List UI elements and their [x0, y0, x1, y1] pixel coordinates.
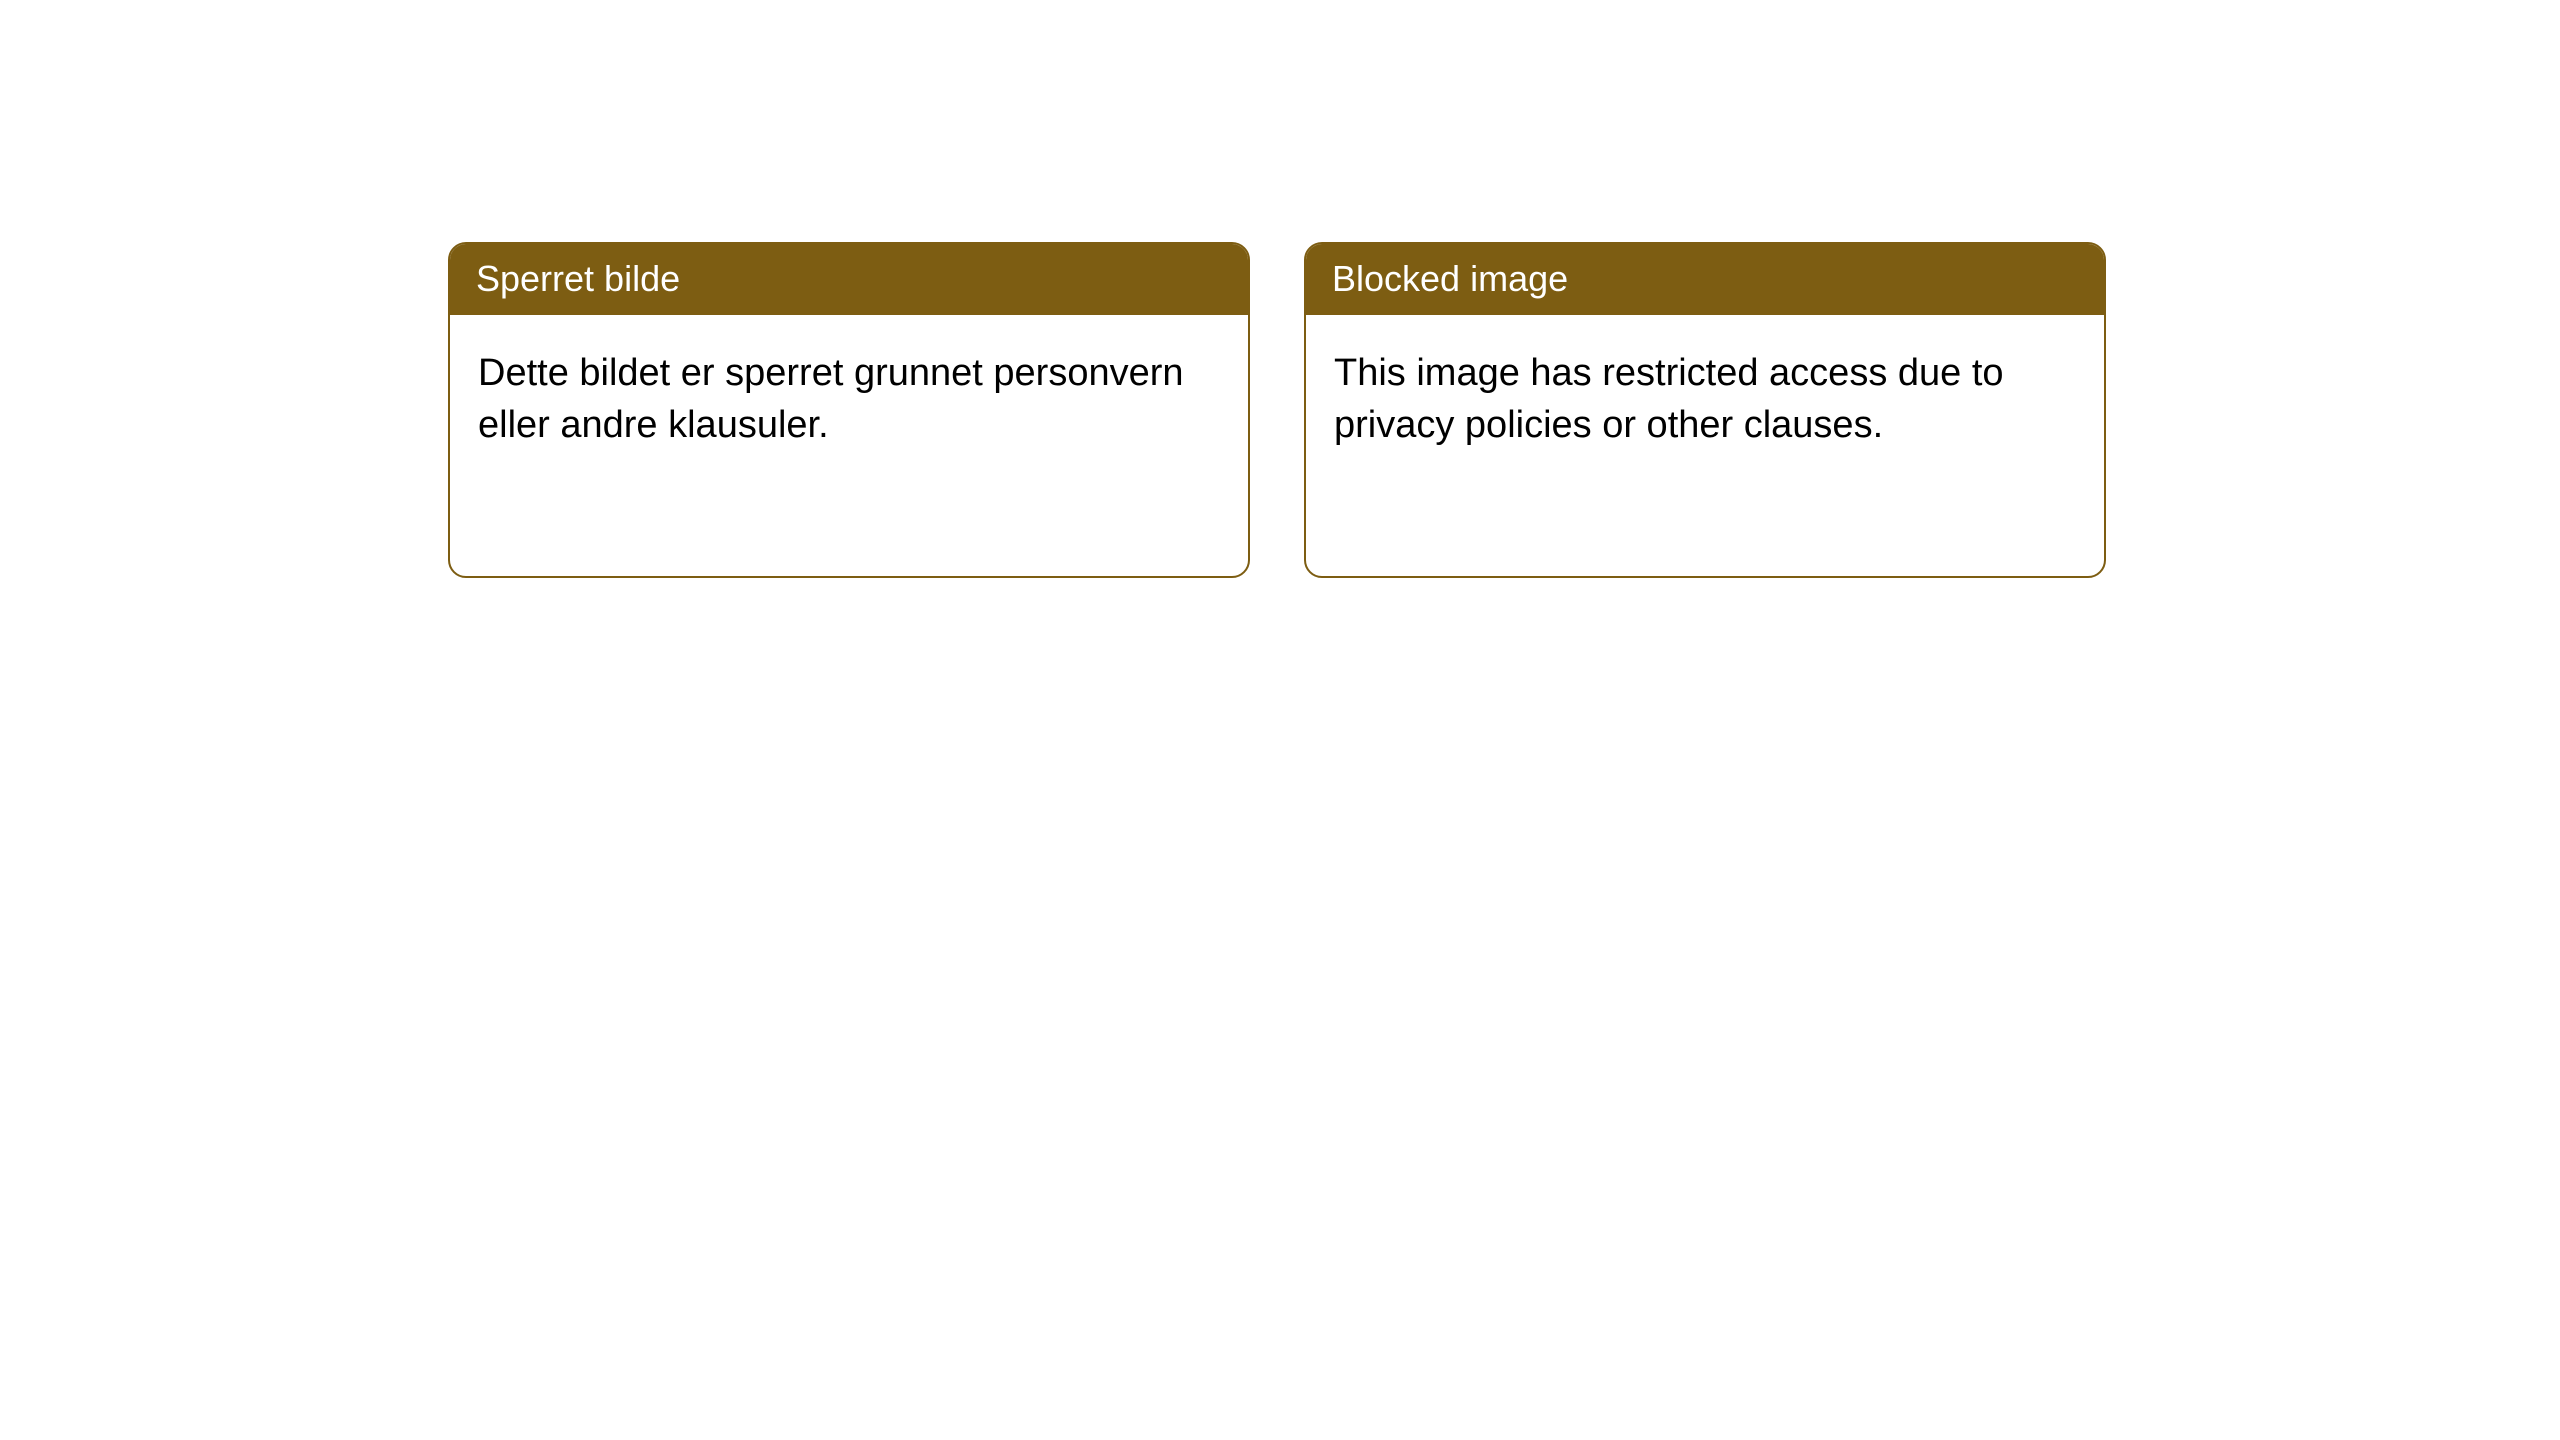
card-body: Dette bildet er sperret grunnet personve…	[450, 315, 1248, 484]
card-header: Blocked image	[1306, 244, 2104, 315]
card-body: This image has restricted access due to …	[1306, 315, 2104, 484]
notice-card-english: Blocked image This image has restricted …	[1304, 242, 2106, 578]
notice-container: Sperret bilde Dette bildet er sperret gr…	[0, 0, 2560, 578]
notice-card-norwegian: Sperret bilde Dette bildet er sperret gr…	[448, 242, 1250, 578]
card-header: Sperret bilde	[450, 244, 1248, 315]
